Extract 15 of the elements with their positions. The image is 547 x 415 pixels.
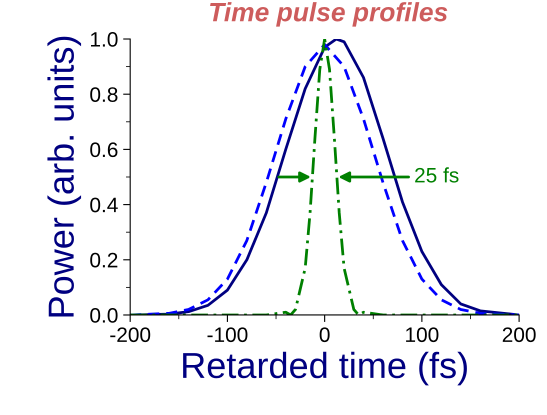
x-tick-label: -100 [207,327,248,342]
x-tick-label: 100 [406,327,438,342]
y-tick-label: 0.2 [90,252,118,268]
x-tick-label: 0 [320,327,330,342]
chart-title: Time pulse profiles [210,2,448,27]
y-tick-label: 0.8 [90,87,118,102]
y-tick-label: 0.0 [90,308,118,323]
x-tick-label: -200 [110,327,150,342]
x-tick-label: 200 [502,327,536,342]
y-tick-label: 0.4 [90,198,118,212]
x-axis-title: Retarded time (fs) [183,352,467,386]
y-tick-label: 0.6 [90,142,118,158]
y-tick-label: 1.0 [91,32,118,47]
y-axis-title: Power (arb. units) [47,36,82,317]
annotation: 25 fs [415,167,459,183]
